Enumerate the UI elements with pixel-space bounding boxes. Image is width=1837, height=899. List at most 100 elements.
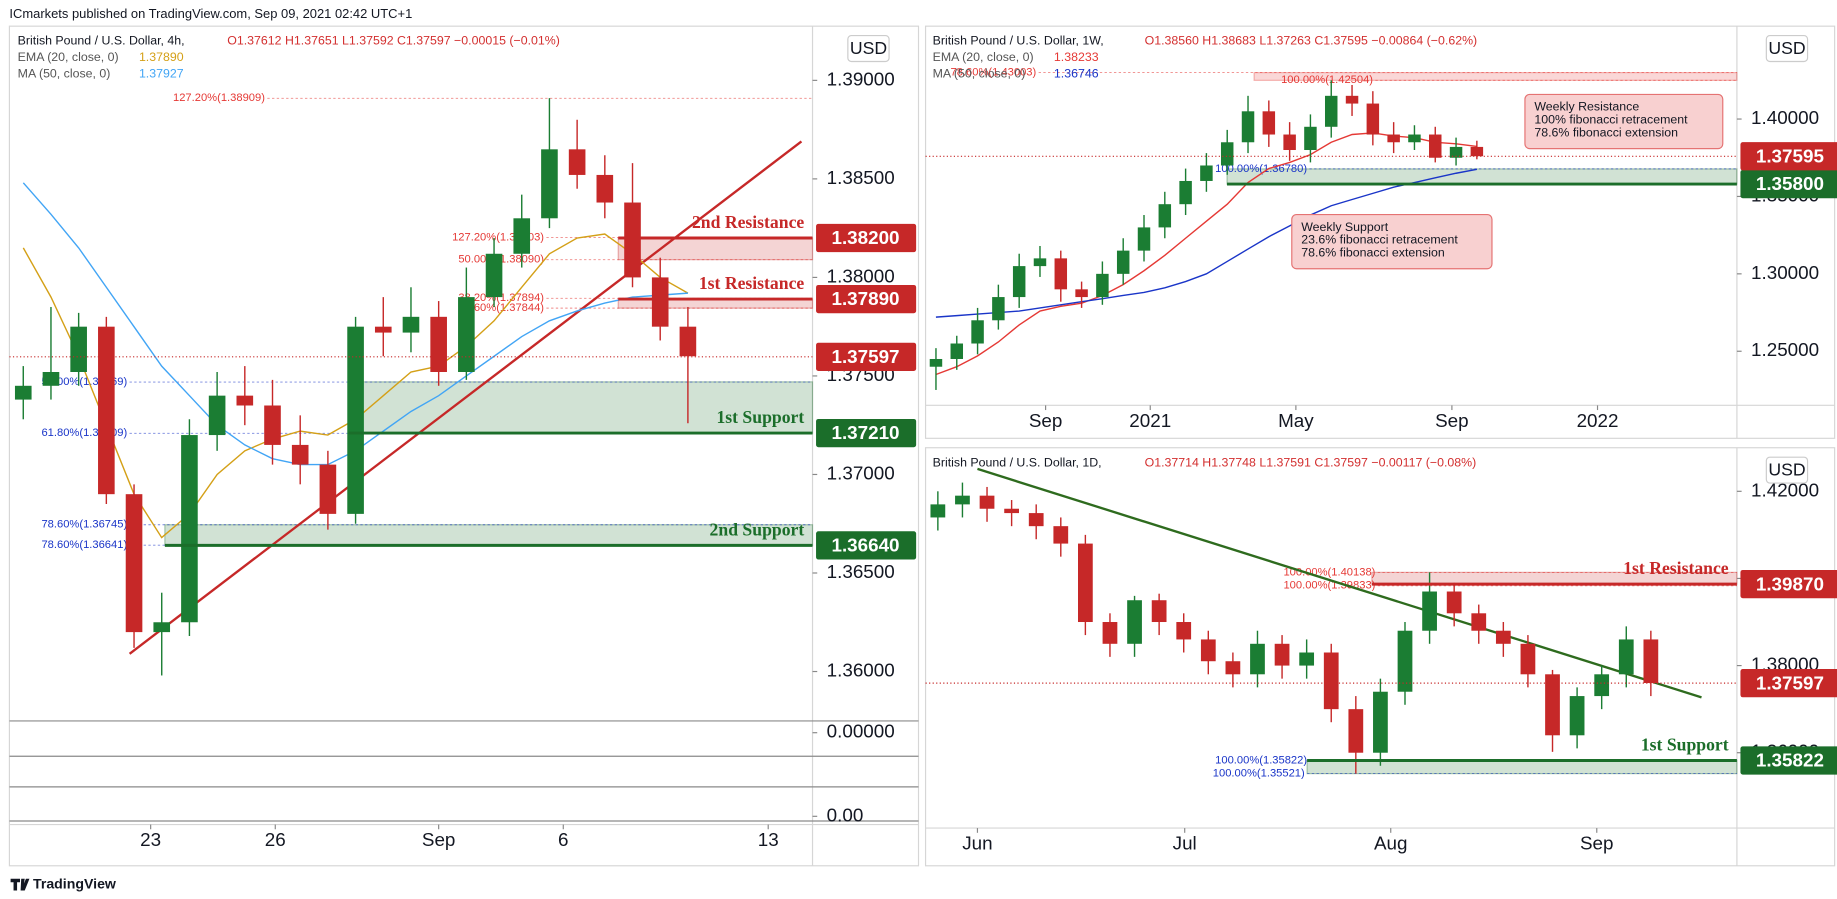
x-tick-label: Sep [1580, 833, 1614, 854]
brand: TradingView [33, 875, 117, 891]
subpane-tick-label: 0.00 [827, 804, 864, 825]
candle-body [1004, 508, 1019, 514]
candle-body [458, 297, 475, 372]
level-name: 2nd Support [710, 519, 805, 539]
y-tick-label: 1.40000 [1751, 107, 1819, 128]
candle-body [1241, 111, 1255, 143]
candle-body [1137, 227, 1151, 251]
callout-text: Weekly Support [1301, 220, 1389, 234]
candle-body [1151, 600, 1167, 623]
fib-label: 78.60%(1.36641) [41, 539, 127, 551]
fib-label: 100.00%(1.35822) [1215, 754, 1307, 766]
candle-body [1250, 643, 1265, 675]
x-tick-label: 2021 [1129, 410, 1171, 431]
price-tag [816, 531, 917, 560]
candle-body [679, 326, 697, 357]
candle-body [1304, 126, 1317, 151]
candle-body [1012, 266, 1026, 298]
candle-body [1449, 146, 1463, 158]
candle-body [98, 326, 115, 495]
price-tag-label: 1.35800 [1756, 173, 1824, 194]
fib-label: 23.60%(1.37844) [458, 302, 544, 314]
candle-body [264, 405, 281, 445]
symbol-title: British Pound / U.S. Dollar, 1W, [933, 34, 1104, 48]
candle-body [14, 385, 32, 400]
candle-body [541, 149, 558, 219]
logo-icon [10, 878, 30, 891]
candle-body [347, 326, 364, 514]
candle-body [1545, 674, 1560, 736]
y-tick-label: 1.36000 [827, 660, 895, 681]
level-name: 1st Support [1641, 734, 1729, 754]
callout-text: 78.6% fibonacci extension [1301, 246, 1445, 260]
fib-label: 78.60%(1.43003) [951, 67, 1037, 79]
ohlc-values: O1.37612 H1.37651 L1.37592 C1.37597 −0.0… [227, 34, 560, 48]
candle-body [950, 343, 964, 359]
candle-body [1176, 622, 1192, 640]
price-tag [1740, 169, 1837, 199]
candle-body [1323, 652, 1339, 710]
candle-body [1220, 142, 1234, 166]
fib-label: 100.00%(1.35521) [1213, 768, 1305, 780]
indicator-value: 1.38233 [1054, 50, 1099, 64]
candle-body [1053, 526, 1069, 544]
candle-body [1116, 250, 1130, 274]
indicator-line [935, 132, 1477, 376]
fib-label: 78.60%(1.36745) [41, 519, 127, 531]
callout-box [1291, 213, 1493, 270]
level-name: 1st Support [716, 407, 804, 427]
x-tick-label: Sep [422, 829, 456, 850]
candle-body [402, 316, 420, 333]
candle-body [430, 316, 447, 372]
candle-body [1158, 204, 1172, 228]
candle-body [181, 435, 198, 623]
candle-body [1262, 111, 1276, 135]
trendline [128, 140, 803, 655]
candle-body [1373, 691, 1388, 753]
indicator-value: 1.37890 [139, 50, 184, 64]
candle-body [1408, 134, 1421, 143]
candle-body [1470, 146, 1484, 157]
level-zone [617, 237, 814, 261]
x-tick-label: 13 [758, 829, 779, 850]
price-tag-label: 1.37210 [831, 422, 899, 443]
candle-body [1348, 709, 1364, 753]
candle-body [1520, 643, 1536, 675]
candle-body [208, 395, 226, 436]
indicator-name: MA (50, close, 0) [18, 67, 111, 81]
panel-border [924, 447, 1836, 867]
candle-body [979, 495, 995, 509]
x-tick-label: Jun [962, 833, 992, 854]
price-tag [816, 223, 917, 253]
subpane-tick-label: 0.00000 [827, 721, 895, 742]
candle-body [1446, 591, 1462, 614]
currency-label: USD [1768, 38, 1805, 58]
y-tick-label: 1.37000 [827, 462, 895, 483]
price-tag [1740, 142, 1837, 171]
x-tick-label: May [1278, 410, 1314, 431]
x-tick-label: 2022 [1577, 410, 1619, 431]
ohlc-values: O1.37714 H1.37748 L1.37591 C1.37597 −0.0… [1145, 455, 1477, 469]
candle-body [1075, 289, 1088, 298]
candle-body [1366, 103, 1380, 135]
level-name: 1st Resistance [699, 273, 805, 293]
x-tick-label: 6 [558, 829, 568, 850]
price-tag-label: 1.35822 [1756, 750, 1824, 771]
candle-body [1618, 639, 1634, 675]
x-tick-label: Sep [1029, 410, 1063, 431]
candle-body [1495, 630, 1511, 644]
price-tag [816, 418, 917, 448]
indicator-name: EMA (20, close, 0) [18, 50, 119, 64]
panel-border [924, 25, 1836, 439]
candle-body [42, 371, 60, 386]
candle-body [1387, 134, 1400, 143]
candle-body [930, 504, 946, 518]
candle-body [1429, 134, 1442, 158]
y-tick-label: 1.42000 [1751, 479, 1819, 500]
price-tag-label: 1.37597 [831, 346, 899, 367]
candle-body [1179, 180, 1192, 205]
fib-label: 100.00%(1.42504) [1281, 74, 1373, 86]
